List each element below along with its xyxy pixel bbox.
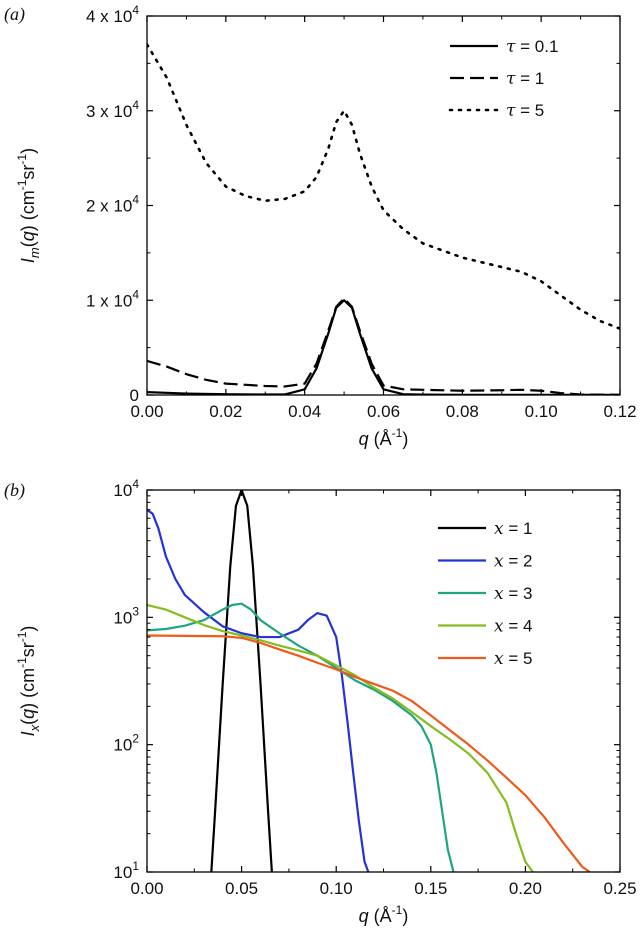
x-tick-label: 0.00 [130,879,163,898]
series-line-b-2 [147,508,370,872]
y-axis-label: Ix(q) (cm-1sr-1) [15,626,42,737]
legend-entry-label: x = 1 [494,519,532,539]
x-tick-label: 0.15 [414,879,447,898]
series-line-a-1 [147,299,620,395]
panel-a-chart: 0.00 0.02 0.04 0.06 0.08 0.10 0.12 0 1 x 104 2 x … [4,3,637,449]
x-tick-label: 0.02 [209,402,242,421]
x-tick-label: 0.04 [288,402,321,421]
x-tick-label: 0.05 [225,879,258,898]
panel-label: (b) [4,480,25,501]
y-tick-label: 3 x 104 [86,98,139,121]
series-line-a-2 [147,297,620,395]
legend-entry-label: x = 5 [494,649,532,669]
legend-entry-label: x = 4 [494,617,532,637]
legend-entry-label: τ = 0.1 [506,37,558,57]
series-line-a-3 [147,43,620,330]
x-axis-label: q (Å-1) [359,426,409,449]
plot-frame [146,489,621,873]
series-line-b-5 [147,634,591,872]
y-tick-label: 103 [113,604,139,627]
x-tick-label: 0.25 [603,879,636,898]
x-tick-label: 0.12 [603,402,636,421]
legend-entry-label: τ = 1 [506,69,544,89]
series-line-b-1 [210,490,273,872]
x-tick-label: 0.00 [130,402,163,421]
legend-entry-label: x = 2 [494,552,532,572]
y-tick-label: 104 [113,477,139,500]
x-axis-label: q (Å-1) [359,903,409,926]
y-tick-label: 101 [113,859,139,882]
y-tick-label: 1 x 104 [86,287,139,310]
y-tick-label: 102 [113,732,139,755]
panel-b-chart: 0.00 0.05 0.10 0.15 0.20 0.25 101 102 103 104 (b) q… [4,477,637,926]
panel-label: (a) [4,4,25,25]
y-tick-label: 2 x 104 [86,193,139,216]
plot-frame [146,15,621,396]
x-tick-label: 0.10 [525,402,558,421]
series-line-b-4 [147,603,534,872]
y-tick-label: 4 x 104 [86,3,139,26]
x-tick-label: 0.20 [509,879,542,898]
x-tick-label: 0.06 [367,402,400,421]
legend-entry-label: x = 3 [494,584,532,604]
x-tick-label: 0.08 [446,402,479,421]
series-line-b-3 [147,602,455,872]
y-tick-label: 0 [130,386,139,405]
y-axis-label: Im(q) (cm-1sr-1) [15,148,42,263]
legend-entry-label: τ = 5 [506,101,544,121]
x-tick-label: 0.10 [320,879,353,898]
